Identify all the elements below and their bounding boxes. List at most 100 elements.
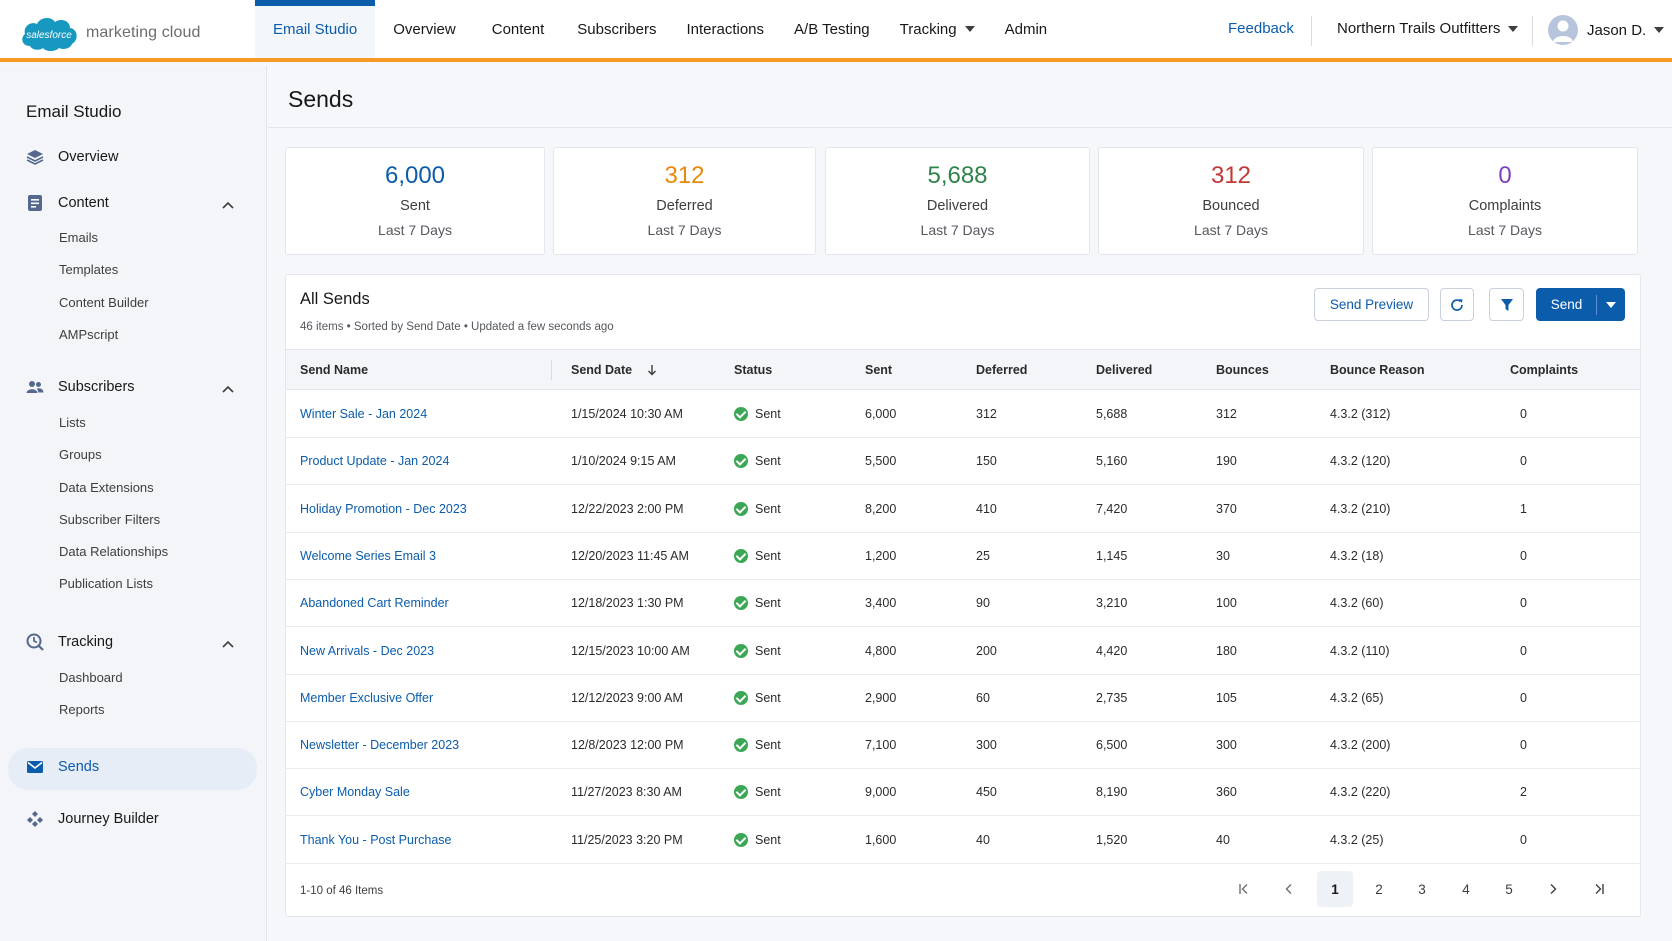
table-row[interactable]: Cyber Monday Sale 11/27/2023 8:30 AM Sent 9… [286, 769, 1640, 817]
first-page-button[interactable] [1226, 871, 1262, 907]
nav-tracking[interactable]: Tracking [885, 0, 990, 58]
sidebar-subitem-reports[interactable]: Reports [59, 702, 105, 717]
column-header-send-name[interactable]: Send Name [300, 363, 369, 377]
sidebar-item-label: Overview [58, 149, 119, 165]
table-title: All Sends [300, 290, 370, 308]
sidebar-subitem-subscriber-filters[interactable]: Subscriber Filters [59, 512, 161, 527]
chevron-up-icon[interactable] [222, 200, 234, 212]
sidebar-subitem-ampscript[interactable]: AMPscript [59, 327, 119, 342]
chevron-up-icon[interactable] [222, 384, 234, 396]
check-circle-icon [734, 501, 748, 516]
send-name-link[interactable]: Winter Sale - Jan 2024 [300, 407, 428, 421]
table-row[interactable]: Thank You - Post Purchase 11/25/2023 3:20… [286, 817, 1640, 864]
table-row[interactable]: Winter Sale - Jan 2024 1/15/2024 10:30 AM… [286, 391, 1640, 438]
refresh-button[interactable] [1440, 288, 1474, 321]
feedback-link[interactable]: Feedback [1228, 20, 1294, 37]
table-row[interactable]: New Arrivals - Dec 2023 12/15/2023 10:00 … [286, 628, 1640, 675]
nav-label: Interactions [686, 20, 765, 38]
stat-card-bounced[interactable]: 312 Bounced Last 7 Days [1098, 147, 1364, 255]
bounces-count: 360 [1216, 785, 1237, 800]
send-name-link[interactable]: Welcome Series Email 3 [300, 548, 436, 563]
send-name-link[interactable]: Holiday Promotion - Dec 2023 [300, 501, 467, 516]
complaints-count: 0 [1520, 407, 1527, 421]
nav-content[interactable]: Content [474, 0, 563, 58]
stat-card-delivered[interactable]: 5,688 Delivered Last 7 Days [825, 147, 1090, 255]
filter-button[interactable] [1489, 288, 1524, 321]
column-header-status[interactable]: Status [734, 363, 773, 377]
sidebar-subitem-data-extensions[interactable]: Data Extensions [59, 480, 154, 495]
page-button-2[interactable]: 2 [1375, 881, 1383, 897]
stat-label: Bounced [1202, 198, 1260, 214]
chevron-down-icon [964, 26, 975, 32]
sidebar-subitem-templates[interactable]: Templates [59, 262, 119, 277]
page-button-3[interactable]: 3 [1418, 881, 1426, 897]
sidebar-subitem-publication-lists[interactable]: Publication Lists [59, 576, 153, 591]
bounce-reason: 4.3.2 (220) [1330, 785, 1391, 800]
send-name-link[interactable]: New Arrivals - Dec 2023 [300, 643, 435, 658]
nav-interactions[interactable]: Interactions [671, 0, 779, 58]
sidebar-subitem-emails[interactable]: Emails [59, 230, 99, 245]
column-header-bounces[interactable]: Bounces [1216, 363, 1269, 377]
sidebar-item-journey-builder[interactable]: Journey Builder [26, 810, 159, 828]
nav-email-studio[interactable]: Email Studio [255, 0, 376, 58]
user-menu[interactable]: Jason D. [1548, 15, 1665, 45]
nav-admin[interactable]: Admin [990, 0, 1063, 58]
page-button-5[interactable]: 5 [1505, 881, 1513, 897]
page-button-4[interactable]: 4 [1462, 881, 1470, 897]
send-name-link[interactable]: Member Exclusive Offer [300, 690, 434, 705]
table-row[interactable]: Holiday Promotion - Dec 2023 12/22/2023 2… [286, 486, 1640, 533]
sidebar-item-subscribers[interactable]: Subscribers [26, 378, 135, 396]
chevron-up-icon[interactable] [222, 639, 234, 651]
send-date: 12/18/2023 1:30 PM [571, 596, 684, 611]
sidebar-item-tracking[interactable]: Tracking [26, 633, 113, 651]
complaints-count: 0 [1520, 596, 1527, 611]
column-header-send-date[interactable]: Send Date [571, 363, 658, 377]
divider [1532, 16, 1533, 46]
column-header-delivered[interactable]: Delivered [1096, 363, 1153, 377]
page-button-1[interactable]: 1 [1317, 871, 1353, 907]
column-header-sent[interactable]: Sent [865, 363, 893, 377]
sidebar-item-content[interactable]: Content [26, 194, 109, 212]
org-switcher[interactable]: Northern Trails Outfitters [1337, 20, 1519, 37]
send-name-link[interactable]: Abandoned Cart Reminder [300, 596, 449, 611]
sent-count: 8,200 [865, 501, 897, 516]
sidebar-subitem-data-relationships[interactable]: Data Relationships [59, 544, 169, 559]
send-name-link[interactable]: Cyber Monday Sale [300, 785, 410, 800]
table-row[interactable]: Welcome Series Email 3 12/20/2023 11:45 A… [286, 533, 1640, 580]
next-page-button[interactable] [1535, 871, 1571, 907]
table-row[interactable]: Abandoned Cart Reminder 12/18/2023 1:30 P… [286, 580, 1640, 628]
send-name-link[interactable]: Product Update - Jan 2024 [300, 454, 450, 469]
send-name-link[interactable]: Newsletter - December 2023 [300, 738, 460, 753]
stat-card-deferred[interactable]: 312 Deferred Last 7 Days [553, 147, 816, 255]
sidebar-subitem-content-builder[interactable]: Content Builder [59, 295, 149, 310]
nav-overview[interactable]: Overview [375, 0, 474, 58]
nav-subscribers[interactable]: Subscribers [562, 0, 671, 58]
main-nav: Email Studio Overview Content Subscriber… [255, 0, 1062, 58]
sidebar-item-label: Journey Builder [58, 811, 159, 827]
sidebar-item-overview[interactable]: Overview [26, 148, 118, 166]
sidebar-subitem-lists[interactable]: Lists [59, 415, 86, 430]
send-preview-button[interactable]: Send Preview [1314, 288, 1429, 321]
last-page-button[interactable] [1581, 871, 1617, 907]
send-name-link[interactable]: Thank You - Post Purchase [300, 832, 452, 847]
sidebar-item-sends[interactable]: Sends [26, 758, 99, 776]
nav-ab-testing[interactable]: A/B Testing [779, 0, 885, 58]
table-row[interactable]: Product Update - Jan 2024 1/10/2024 9:15 … [286, 438, 1640, 486]
salesforce-logo[interactable]: salesforce marketing cloud [18, 12, 200, 54]
send-button[interactable]: Send [1536, 288, 1625, 321]
status: Sent [734, 548, 781, 563]
sidebar-subitem-groups[interactable]: Groups [59, 447, 102, 462]
layers-icon [26, 148, 44, 166]
sidebar-subitem-dashboard[interactable]: Dashboard [59, 670, 123, 685]
column-header-bounce-reason[interactable]: Bounce Reason [1330, 363, 1425, 377]
stat-card-sent[interactable]: 6,000 Sent Last 7 Days [285, 147, 545, 255]
nav-label: Overview [393, 20, 456, 38]
table-row[interactable]: Member Exclusive Offer 12/12/2023 9:00 AM… [286, 675, 1640, 722]
chevron-down-icon[interactable] [1606, 302, 1616, 308]
bounce-reason: 4.3.2 (210) [1330, 501, 1391, 516]
stat-card-complaints[interactable]: 0 Complaints Last 7 Days [1372, 147, 1638, 255]
previous-page-button[interactable] [1271, 871, 1307, 907]
table-row[interactable]: Newsletter - December 2023 12/8/2023 12:0… [286, 722, 1640, 770]
column-header-complaints[interactable]: Complaints [1510, 363, 1579, 377]
column-header-deferred[interactable]: Deferred [976, 363, 1028, 377]
